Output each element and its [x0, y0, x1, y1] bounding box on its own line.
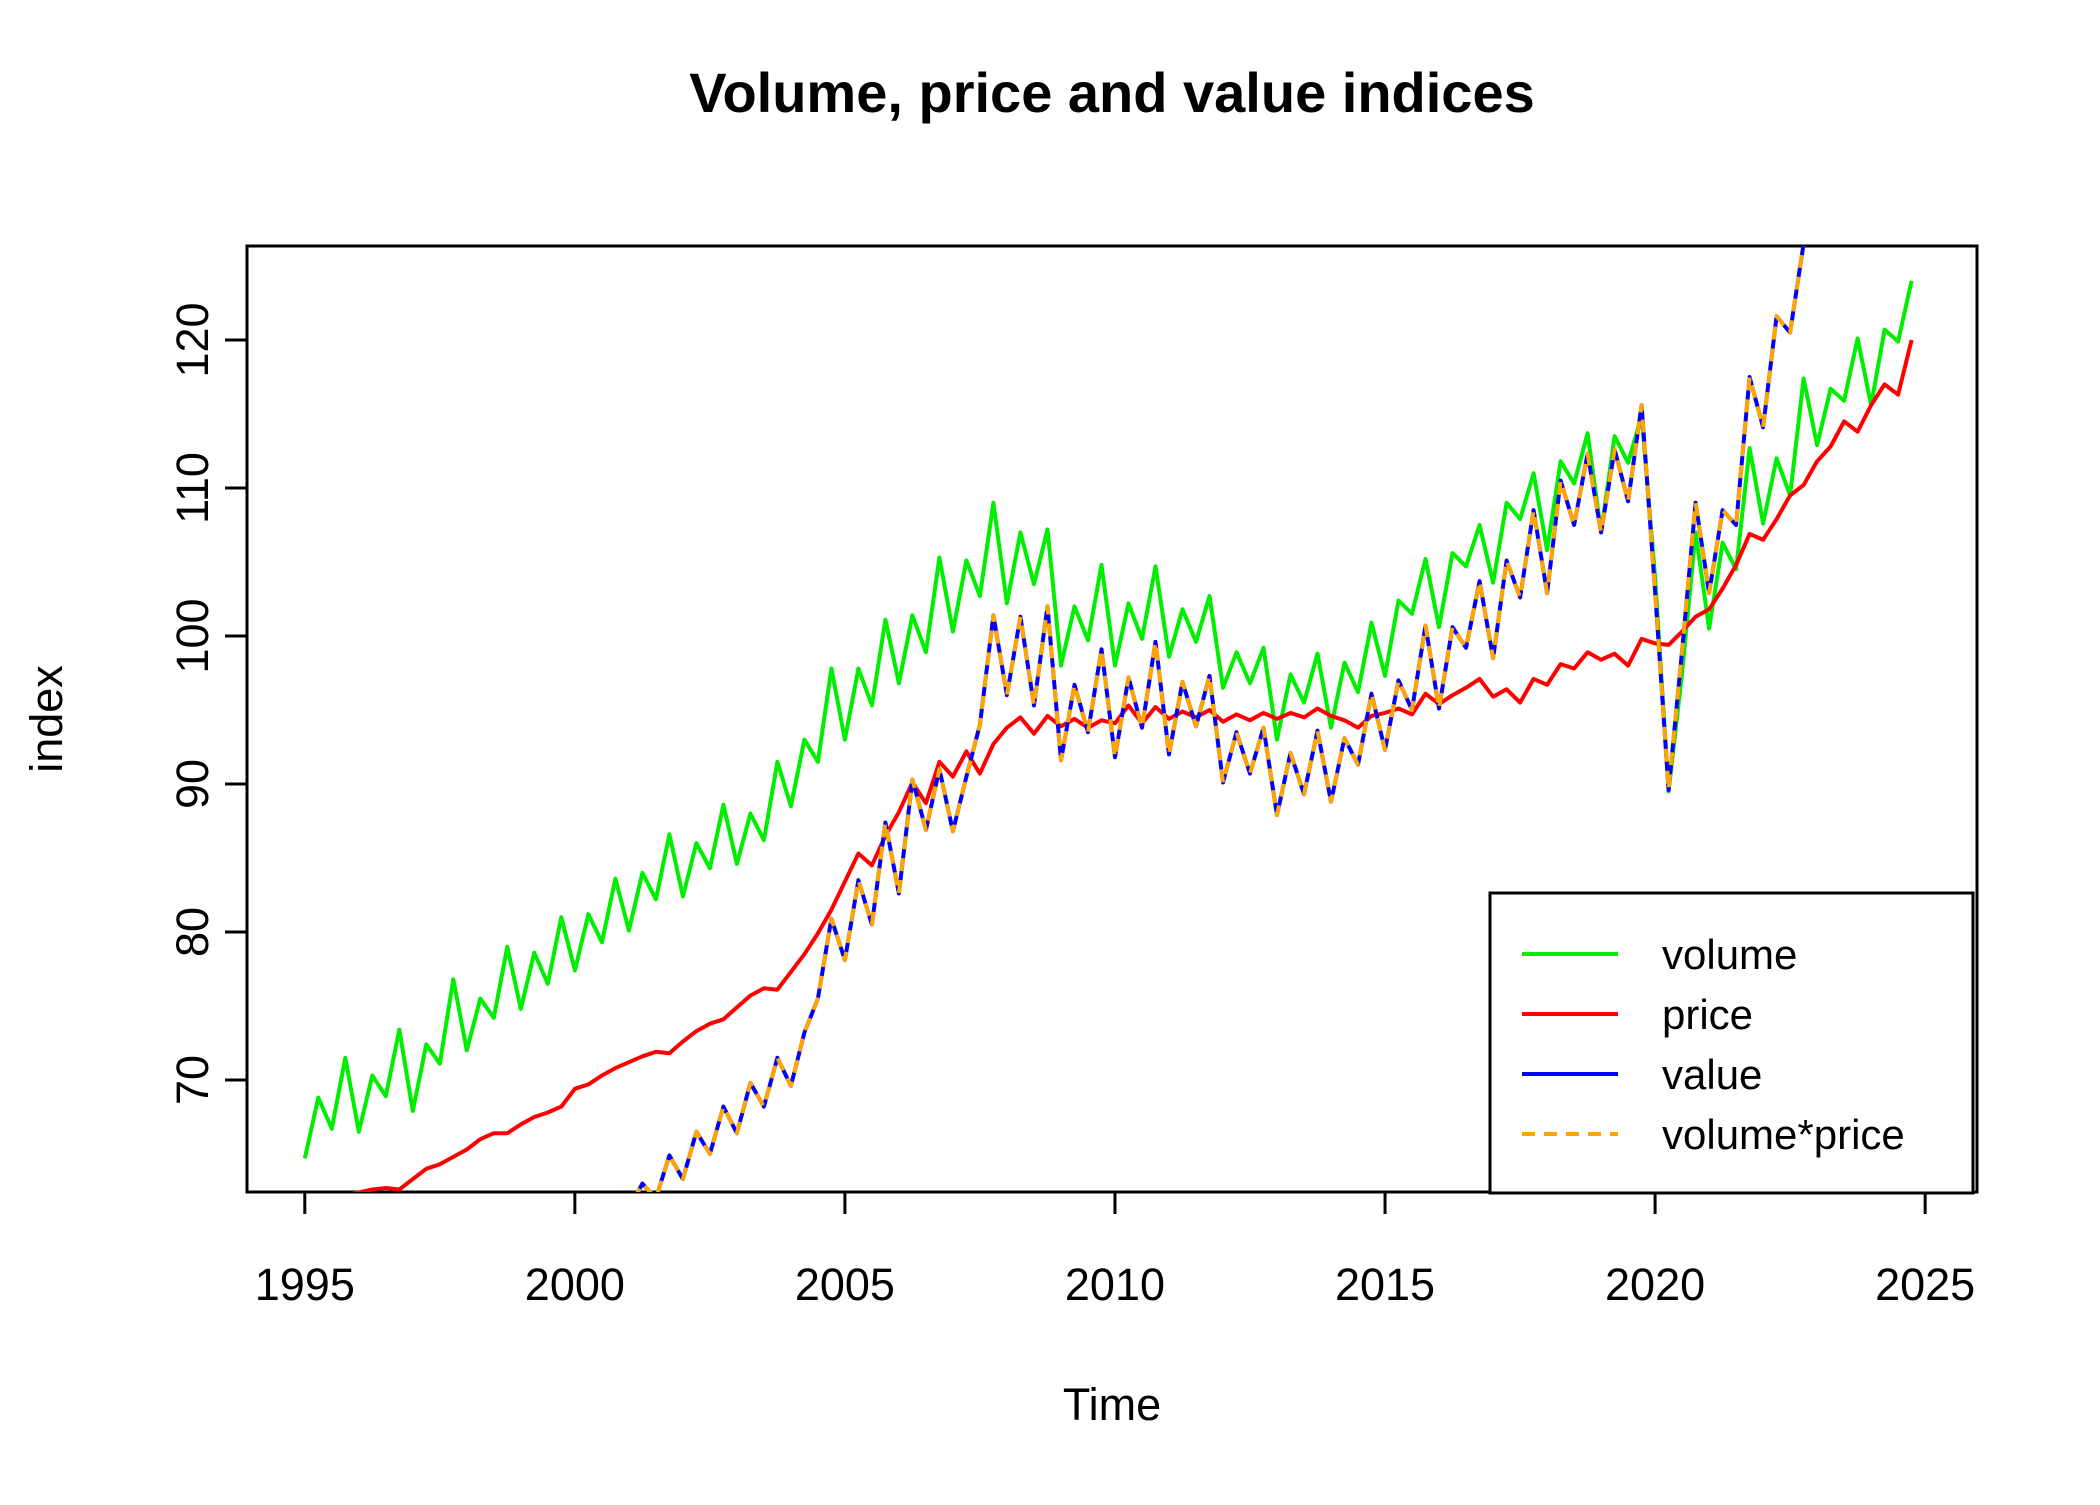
- y-tick-label: 80: [167, 907, 218, 957]
- y-tick-label: 120: [167, 302, 218, 377]
- series-line-price: [351, 339, 1914, 1192]
- y-axis-label: index: [21, 665, 72, 773]
- y-tick-label: 90: [167, 759, 218, 809]
- x-tick-label: 1995: [255, 1259, 355, 1310]
- plot-box: [245, 244, 1979, 1194]
- x-tick-label: 2025: [1875, 1259, 1975, 1310]
- y-tick-label: 100: [167, 598, 218, 673]
- x-axis-label: Time: [1063, 1379, 1161, 1430]
- x-tick-label: 2000: [525, 1259, 625, 1310]
- x-tick-label: 2005: [795, 1259, 895, 1310]
- legend-box: volume price value volume*price: [1488, 891, 1975, 1195]
- y-tick-label: 70: [167, 1055, 218, 1105]
- x-axis-ticks: 1995 2000 2005 2010 2015 2020 2025: [255, 1192, 1975, 1310]
- chart-title: Volume, price and value indices: [689, 61, 1534, 124]
- legend-label-value: value: [1662, 1051, 1762, 1098]
- x-tick-label: 2010: [1065, 1259, 1165, 1310]
- legend-label-volume: volume: [1662, 931, 1797, 978]
- series-lines: [302, 246, 1914, 1192]
- x-tick-label: 2015: [1335, 1259, 1435, 1310]
- legend-label-price: price: [1662, 991, 1753, 1038]
- legend-label-volume-price: volume*price: [1662, 1111, 1905, 1158]
- series-line-volume-price: [635, 246, 1806, 1192]
- y-tick-label: 110: [167, 452, 218, 524]
- y-axis-ticks: 70 80 90 100 110 120: [167, 302, 247, 1105]
- x-tick-label: 2020: [1605, 1259, 1705, 1310]
- legend-border: [1488, 891, 1975, 1195]
